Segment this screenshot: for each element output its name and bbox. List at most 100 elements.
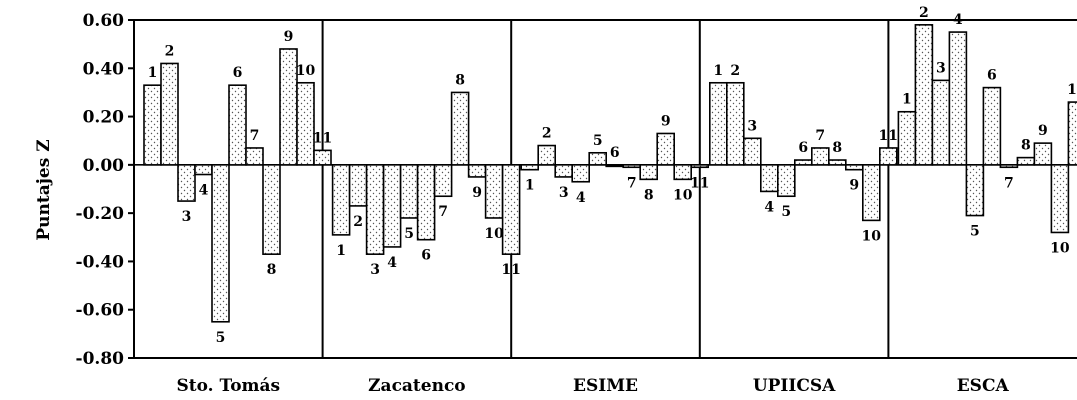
bar: [708, 81, 728, 166]
bar-label: 7: [627, 175, 637, 191]
bar-label: 10: [673, 187, 693, 203]
bar-label: 6: [233, 65, 243, 81]
bar: [605, 164, 625, 168]
bar: [450, 91, 470, 166]
bar: [1016, 156, 1036, 166]
bar-label: 6: [987, 68, 997, 84]
bar-label: 9: [284, 29, 294, 45]
bar: [245, 147, 264, 166]
bar: [673, 164, 693, 181]
bar: [399, 164, 419, 219]
bar: [914, 24, 934, 166]
bar-label: 10: [296, 63, 316, 79]
bar-label: 1: [525, 178, 535, 194]
bar: [416, 164, 436, 241]
bar: [348, 164, 368, 207]
bar-label: 5: [593, 133, 603, 149]
bar: [501, 164, 521, 255]
bar: [211, 164, 230, 323]
bar: [931, 79, 951, 166]
bar-label: 4: [387, 255, 397, 271]
bar-label: 10: [862, 228, 882, 244]
bar: [948, 31, 968, 166]
y-axis-title: Puntajes Z: [34, 139, 54, 240]
bar-label: 7: [815, 128, 825, 144]
bar: [571, 164, 591, 183]
y-tick-label: -0.80: [76, 349, 125, 369]
bar: [1033, 142, 1053, 166]
bar-label: 1: [713, 63, 723, 79]
bar-label: 5: [970, 224, 980, 240]
bar-label: 8: [455, 72, 465, 88]
bar: [143, 84, 162, 166]
bar: [810, 147, 830, 166]
bar: [1067, 101, 1077, 166]
bar-label: 4: [953, 12, 963, 28]
bar: [639, 164, 659, 181]
bar: [160, 62, 179, 166]
bar-label: 9: [472, 185, 482, 201]
bar-label: 3: [559, 185, 569, 201]
bar-label: 8: [1021, 138, 1031, 154]
bar-label: 11: [879, 128, 898, 144]
bar: [484, 164, 504, 219]
y-tick-label: 0.60: [83, 11, 125, 31]
bar-label: 9: [661, 113, 671, 129]
group-label: Sto. Tomás: [176, 376, 280, 396]
y-tick-label: 0.20: [83, 108, 125, 128]
bar-label: 2: [542, 126, 552, 142]
bar-label: 2: [353, 214, 363, 230]
bar: [982, 86, 1002, 166]
y-tick-label: 0.40: [83, 59, 125, 79]
bar-label: 3: [936, 60, 946, 76]
y-tick-label: -0.60: [76, 301, 125, 321]
bar: [313, 149, 332, 166]
y-tick-label: -0.40: [76, 252, 125, 272]
bar: [965, 164, 985, 217]
bar-label: 4: [199, 183, 209, 199]
bar-label: 3: [182, 209, 192, 225]
bar: [279, 48, 298, 166]
bar: [177, 164, 196, 202]
bar: [622, 164, 642, 169]
bar-label: 1: [148, 65, 158, 81]
bar: [194, 164, 213, 176]
bar-label: 6: [610, 145, 620, 161]
bar-label: 5: [216, 330, 226, 346]
bar: [793, 159, 813, 166]
bar: [999, 164, 1019, 169]
bar-label: 4: [764, 199, 774, 215]
bar-label: 8: [644, 187, 654, 203]
bar-label: 9: [849, 178, 859, 194]
bar: [1050, 164, 1070, 234]
bar-label: 7: [1004, 175, 1014, 191]
bar: [365, 164, 385, 255]
bar-label: 2: [730, 63, 740, 79]
bar: [776, 164, 796, 198]
bar-label: 10: [484, 226, 504, 242]
bar-label: 11: [690, 175, 709, 191]
bar-label: 2: [165, 43, 175, 59]
bar: [742, 137, 762, 166]
bar: [382, 164, 402, 248]
bar: [897, 110, 917, 166]
bar: [588, 151, 608, 166]
bar-label: 8: [832, 140, 842, 156]
group-label: UPIICSA: [753, 376, 836, 396]
bar-label: 5: [404, 226, 414, 242]
bar: [844, 164, 864, 171]
bar-label: 1: [336, 243, 346, 259]
bar: [296, 81, 315, 166]
bar: [228, 84, 247, 166]
bar-label: 6: [798, 140, 808, 156]
bar: [878, 147, 898, 166]
bar-label: 3: [370, 262, 380, 278]
bar-label: 11: [501, 262, 520, 278]
bar: [554, 164, 574, 178]
bar: [725, 81, 745, 166]
bar-label: 10: [1050, 240, 1070, 256]
bar: [520, 164, 540, 171]
bar: [656, 132, 676, 166]
bar: [467, 164, 487, 178]
